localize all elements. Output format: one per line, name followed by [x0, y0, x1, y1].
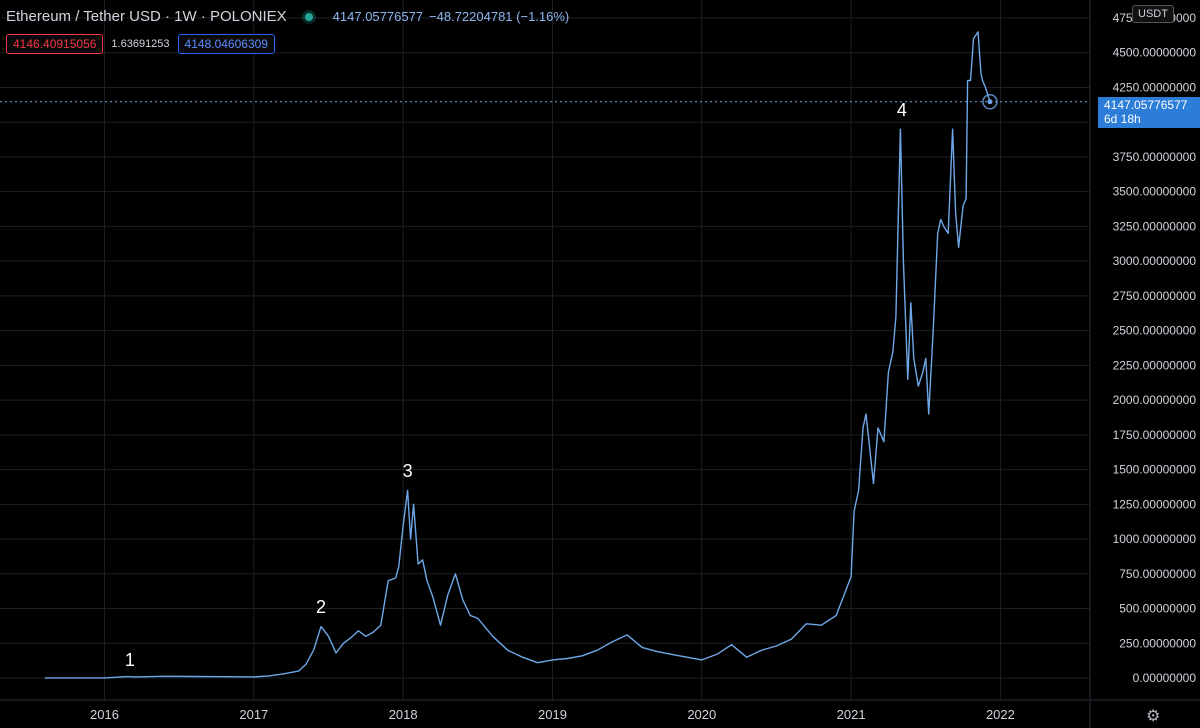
- market-status-icon[interactable]: [304, 12, 313, 21]
- y-tick-label: 3000.00000000: [1113, 254, 1197, 268]
- bid-ask-row: 4146.40915056 1.63691253 4148.04606309: [6, 34, 275, 54]
- chart-header: Ethereum / Tether USD · 1W · POLONIEX 41…: [6, 8, 569, 25]
- price-change: −48.72204781 (−1.16%): [429, 9, 570, 24]
- x-tick-label: 2022: [986, 707, 1015, 722]
- y-tick-label: 3750.00000000: [1113, 150, 1197, 164]
- x-tick-label: 2020: [687, 707, 716, 722]
- annotations: 1 2 3 4: [125, 100, 907, 670]
- symbol-title[interactable]: Ethereum / Tether USD · 1W · POLONIEX: [6, 8, 287, 25]
- buy-price-box[interactable]: 4148.04606309: [177, 34, 275, 54]
- annotation-label: 3: [403, 461, 413, 481]
- x-tick-label: 2017: [239, 707, 268, 722]
- x-tick-label: 2021: [837, 707, 866, 722]
- y-tick-label: 2000.00000000: [1113, 393, 1197, 407]
- quote-values: 4147.05776577 −48.72204781 (−1.16%): [333, 9, 570, 24]
- y-tick-label: 1250.00000000: [1113, 497, 1197, 511]
- annotation-label: 1: [125, 650, 135, 670]
- series-line: [44, 31, 991, 679]
- currency-badge[interactable]: USDT: [1132, 5, 1174, 23]
- x-axis-ticks: 2016 2017 2018 2019 2020 2021 2022: [90, 707, 1015, 722]
- y-tick-label: 750.00000000: [1119, 567, 1196, 581]
- grid: [0, 0, 1090, 700]
- last-point-ring: [982, 94, 998, 110]
- y-tick-label: 1750.00000000: [1113, 428, 1197, 442]
- y-tick-label: 250.00000000: [1119, 636, 1196, 650]
- price-tag-countdown: 6d 18h: [1104, 112, 1141, 126]
- y-tick-label: 4250.00000000: [1113, 80, 1197, 94]
- sell-price-box[interactable]: 4146.40915056: [6, 34, 104, 54]
- y-tick-label: 1500.00000000: [1113, 463, 1197, 477]
- x-tick-label: 2018: [389, 707, 418, 722]
- spread-value: 1.63691253: [111, 38, 170, 50]
- y-tick-label: 3250.00000000: [1113, 219, 1197, 233]
- gear-icon[interactable]: ⚙: [1146, 708, 1161, 725]
- x-tick-label: 2019: [538, 707, 567, 722]
- y-tick-label: 2500.00000000: [1113, 324, 1197, 338]
- y-tick-label: 1000.00000000: [1113, 532, 1197, 546]
- last-price: 4147.05776577: [332, 9, 424, 24]
- y-tick-label: 4500.00000000: [1113, 46, 1197, 60]
- annotation-label: 2: [316, 597, 326, 617]
- y-tick-label: 3500.00000000: [1113, 185, 1197, 199]
- price-tag: 4147.05776577 6d 18h: [1098, 97, 1200, 128]
- y-tick-label: 0.00000000: [1133, 671, 1197, 685]
- y-tick-label: 500.00000000: [1119, 602, 1196, 616]
- price-tag-value: 4147.05776577: [1104, 98, 1188, 112]
- x-tick-label: 2016: [90, 707, 119, 722]
- y-tick-label: 2250.00000000: [1113, 358, 1197, 372]
- last-point: [987, 99, 993, 105]
- y-tick-label: 2750.00000000: [1113, 289, 1197, 303]
- annotation-label: 4: [897, 100, 907, 120]
